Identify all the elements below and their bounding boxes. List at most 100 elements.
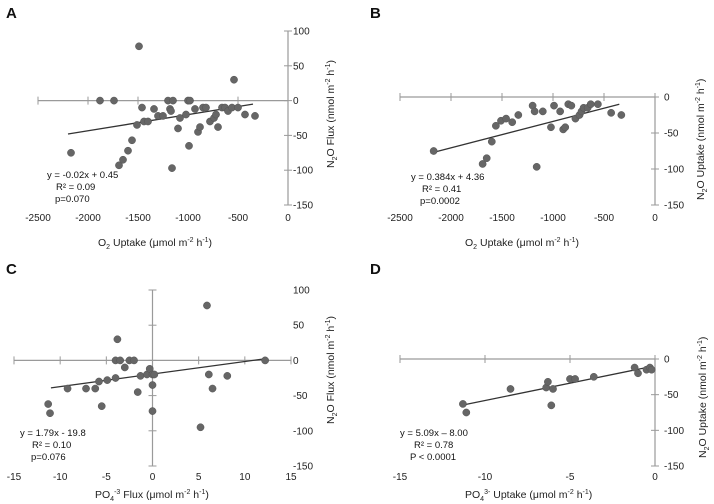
panel-b-y-tick-label: -50 bbox=[664, 129, 679, 140]
panel-a-x-tick-label: -2000 bbox=[75, 213, 101, 224]
panel-d-point bbox=[459, 400, 467, 408]
panel-a: A -2500 -2000 -1500 -1000 -500 0 100 50 0 -50 -100… bbox=[6, 5, 339, 251]
panel-b-x-tick-label: -2500 bbox=[387, 213, 413, 224]
panel-d-equation: y = 5.09x – 8.00 bbox=[400, 428, 468, 439]
panel-b-point bbox=[429, 147, 438, 155]
panel-b-point bbox=[482, 154, 491, 163]
panel-c-point bbox=[91, 384, 100, 393]
panel-c-ylabel: N2O Flux (nmol m-2 h-1) bbox=[325, 316, 339, 424]
panel-a-axes: -2500 -2000 -1500 -1000 -500 0 100 50 0 -50 -100 -1… bbox=[25, 27, 313, 225]
panel-a-y-tick-label: -50 bbox=[293, 131, 308, 142]
panel-b-point bbox=[478, 160, 487, 168]
panel-a-point bbox=[138, 103, 146, 112]
panel-b-trendline bbox=[430, 103, 620, 154]
panel-c-x-tick-label: 0 bbox=[150, 472, 156, 483]
panel-a-y-tick-label: 100 bbox=[293, 27, 310, 38]
panel-b-point bbox=[594, 100, 602, 109]
panel-b-point bbox=[617, 111, 626, 119]
panel-c-label: C bbox=[6, 261, 17, 278]
panel-c-point bbox=[103, 376, 112, 384]
panel-c-point bbox=[44, 400, 53, 408]
panel-d-x-tick-label: -10 bbox=[478, 472, 493, 483]
panel-c-point bbox=[130, 356, 138, 365]
panel-c-point bbox=[133, 388, 142, 396]
panel-b-point bbox=[514, 111, 523, 119]
panel-a-point bbox=[150, 105, 158, 113]
panel-b-point bbox=[492, 121, 500, 130]
panel-c-y-tick-label: 50 bbox=[293, 321, 305, 332]
panel-c-point bbox=[148, 407, 157, 415]
panel-a-x-tick-label: -500 bbox=[228, 213, 248, 224]
panel-a-point bbox=[167, 107, 175, 115]
panel-b-point bbox=[508, 118, 517, 127]
panel-c-marks bbox=[44, 301, 269, 432]
panel-a-point bbox=[96, 96, 104, 105]
panel-a-y-tick-label: 50 bbox=[293, 61, 305, 72]
panel-d-x-tick-label: 0 bbox=[652, 472, 658, 483]
panel-a-point bbox=[110, 96, 118, 105]
panel-a-point bbox=[230, 75, 238, 84]
panel-c-x-tick-label: 15 bbox=[285, 472, 297, 483]
panel-c-y-tick-label: 100 bbox=[293, 286, 310, 297]
panel-c-point bbox=[116, 356, 125, 365]
panel-b-y-tick-label: -150 bbox=[664, 201, 684, 212]
panel-a-marks bbox=[67, 42, 259, 172]
panel-c-point bbox=[120, 363, 129, 372]
panel-d-point bbox=[589, 372, 598, 381]
panel-d-xlabel: PO43- Uptake (μmol m-2 h-1) bbox=[465, 489, 592, 503]
panel-b-ylabel: N2O Uptake (nmol m-2 h-1) bbox=[695, 79, 709, 200]
panel-a-y-tick-label: 0 bbox=[293, 96, 299, 107]
panel-a-ylabel: N2O Flux (nmol m-2 h-1) bbox=[325, 60, 339, 168]
panel-c-point bbox=[113, 335, 122, 344]
panel-b-y-tick-label: 0 bbox=[664, 93, 670, 104]
panel-d-point bbox=[571, 375, 579, 383]
panel-b-x-tick-label: -2000 bbox=[438, 213, 464, 224]
panel-a-point bbox=[133, 121, 141, 129]
panel-c-y-tick-label: -100 bbox=[293, 426, 313, 437]
panel-c-x-tick-label: 10 bbox=[239, 472, 251, 483]
panel-c-point bbox=[136, 372, 145, 380]
panel-b-point bbox=[550, 101, 558, 110]
panel-d-point bbox=[506, 385, 515, 393]
panel-a-point bbox=[67, 148, 75, 157]
panel-b-point bbox=[586, 100, 595, 109]
panel-d-x-tick-label: -15 bbox=[393, 472, 408, 483]
panel-a-point bbox=[124, 146, 132, 155]
panel-b-point bbox=[530, 107, 539, 116]
panel-b: B -2500 -2000 -1500 -1000 -500 00-50-100-150 … bbox=[370, 5, 709, 251]
panel-c-x-tick-label: 5 bbox=[196, 472, 202, 483]
panel-c-point bbox=[82, 384, 90, 393]
panel-c-point bbox=[63, 384, 72, 393]
panel-c-point bbox=[208, 384, 217, 393]
panel-c-point bbox=[95, 377, 103, 386]
panel-a-point bbox=[128, 136, 136, 145]
panel-a-point bbox=[144, 117, 152, 126]
panel-a-point bbox=[176, 114, 184, 122]
panel-b-pvalue: p=0.0002 bbox=[420, 196, 460, 207]
panel-d-point bbox=[549, 385, 557, 393]
panel-d-y-tick-label: -100 bbox=[664, 426, 684, 437]
panel-d: D -15 -10 -5 00-50-100-150 y = 5.09x – 8.00… bbox=[370, 261, 711, 503]
panel-c-y-tick-label: -150 bbox=[293, 462, 313, 473]
panel-a-point bbox=[196, 123, 204, 131]
panel-d-point bbox=[630, 363, 639, 372]
panel-c-point bbox=[150, 370, 159, 379]
panel-b-x-tick-label: -500 bbox=[594, 213, 614, 224]
panel-a-point bbox=[214, 123, 222, 131]
panel-b-point bbox=[556, 107, 564, 116]
panel-a-point bbox=[241, 110, 249, 119]
panel-a-point bbox=[191, 105, 199, 113]
panel-c-point bbox=[97, 402, 106, 411]
panel-c-point bbox=[261, 356, 269, 365]
panel-b-x-tick-label: -1500 bbox=[489, 213, 515, 224]
panel-b-point bbox=[547, 123, 555, 132]
panel-a-point bbox=[119, 155, 127, 164]
panel-b-x-tick-label: 0 bbox=[652, 213, 658, 224]
panel-c-point bbox=[111, 374, 120, 382]
panel-d-pvalue: P < 0.0001 bbox=[410, 452, 456, 463]
panel-d-y-tick-label: -50 bbox=[664, 390, 679, 401]
panel-a-point bbox=[251, 112, 259, 120]
panel-d-point bbox=[544, 377, 552, 386]
